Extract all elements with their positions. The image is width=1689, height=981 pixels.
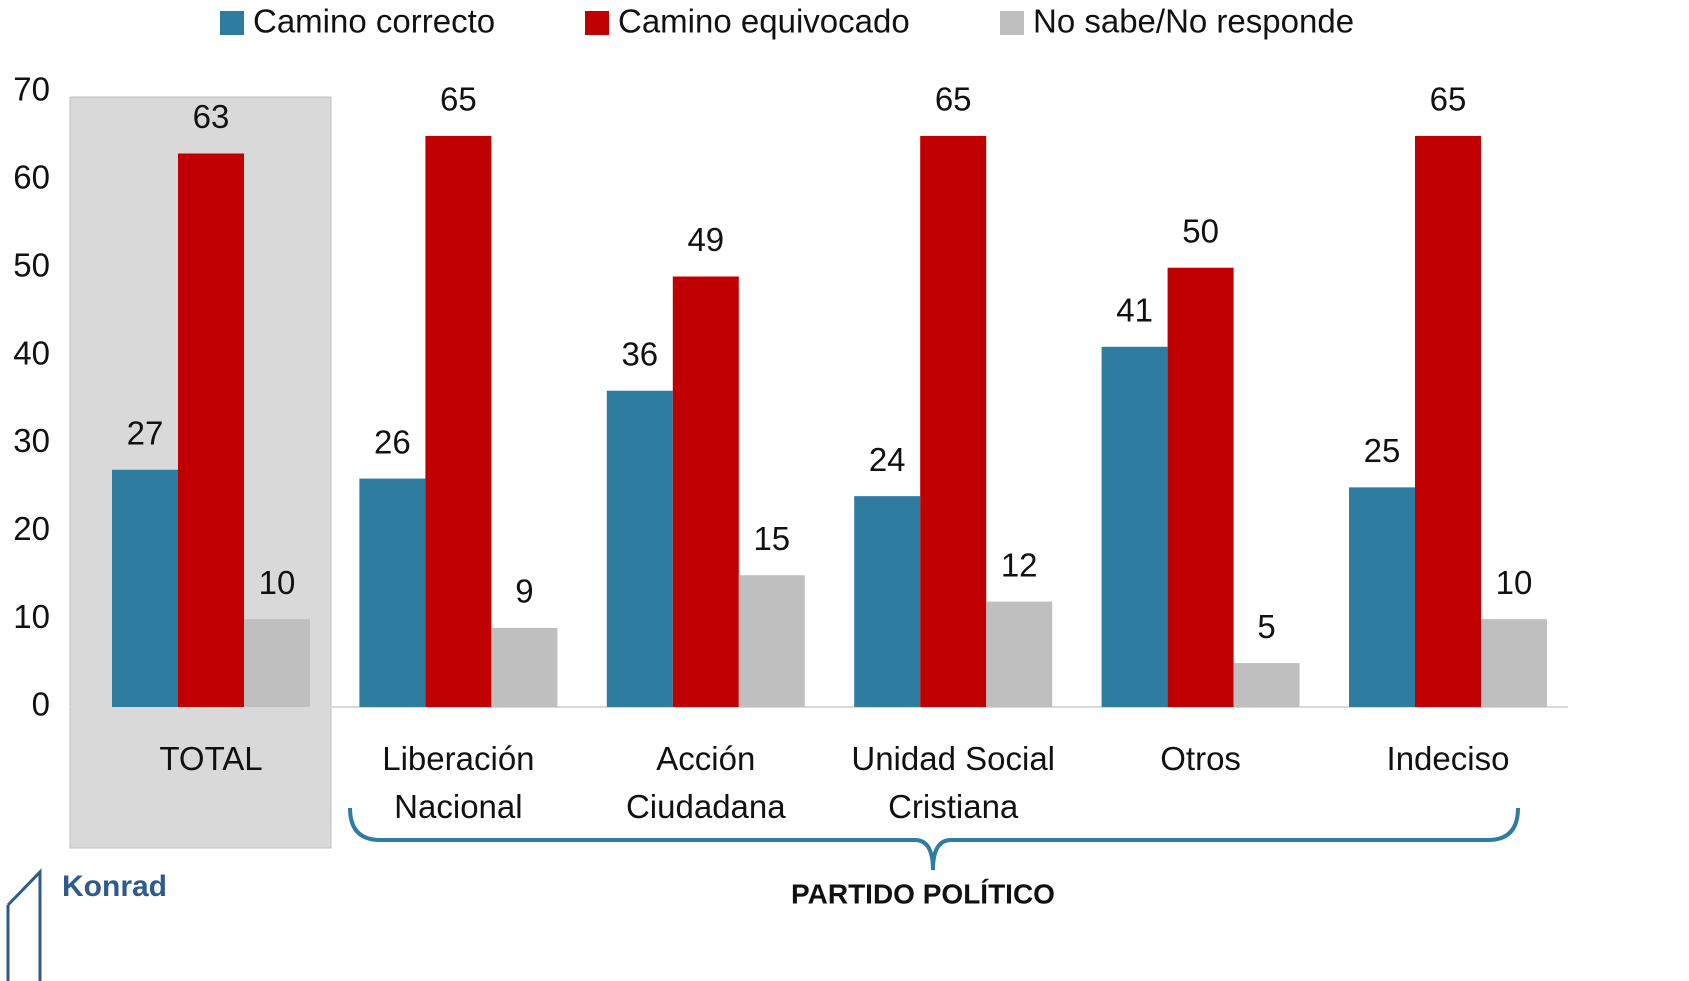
data-label: 10 [1496, 564, 1533, 601]
legend-swatch [220, 11, 244, 35]
bar [491, 627, 558, 707]
data-label: 12 [1001, 546, 1038, 583]
bar [359, 478, 426, 707]
y-tick-label: 50 [13, 246, 50, 283]
x-tick-label: Liberación Nacional [382, 740, 535, 825]
y-tick-label: 70 [13, 71, 50, 108]
data-label: 63 [193, 98, 230, 135]
y-tick-label: 20 [13, 510, 50, 547]
bar [1349, 487, 1415, 707]
x-tick-label: Indeciso [1386, 740, 1510, 777]
data-label: 10 [259, 564, 296, 601]
bar [244, 619, 310, 707]
bar [738, 575, 805, 707]
data-label: 15 [753, 520, 790, 557]
bar [1101, 346, 1168, 707]
bar [112, 469, 178, 707]
bar [854, 496, 921, 707]
legend-label: Camino equivocado [618, 3, 910, 40]
bar [1415, 135, 1481, 707]
logo-mark [6, 868, 42, 981]
y-tick-label: 10 [13, 598, 50, 635]
data-label: 41 [1116, 292, 1153, 329]
y-tick-label: 40 [13, 334, 50, 371]
data-label: 65 [935, 81, 972, 118]
data-label: 65 [1430, 81, 1467, 118]
x-tick-label: Unidad Social Cristiana [851, 740, 1055, 825]
party-bracket [348, 807, 1520, 871]
x-tick-label: TOTAL [159, 740, 263, 777]
data-label: 49 [687, 221, 724, 258]
x-tick-label: Acción Ciudadana [625, 740, 786, 825]
bar [1233, 663, 1300, 707]
y-tick-label: 60 [13, 159, 50, 196]
y-tick-label: 0 [32, 686, 50, 723]
x-tick-label: Otros [1160, 740, 1241, 777]
bar [1167, 267, 1234, 707]
data-label: 50 [1182, 212, 1219, 249]
data-label: 24 [869, 441, 906, 478]
bar [178, 153, 244, 707]
data-label: 5 [1257, 608, 1275, 645]
legend-label: Camino correcto [253, 3, 495, 40]
y-tick-label: 30 [13, 422, 50, 459]
bar [425, 135, 492, 707]
data-label: 25 [1364, 432, 1401, 469]
legend-label: No sabe/No responde [1033, 3, 1354, 40]
data-label: 65 [440, 81, 477, 118]
legend-swatch [585, 11, 609, 35]
bar [920, 135, 987, 707]
data-label: 26 [374, 423, 411, 460]
bar [606, 390, 673, 707]
logo-text: Konrad [62, 870, 167, 903]
data-label: 27 [127, 415, 164, 452]
data-label: 9 [515, 573, 533, 610]
data-label: 36 [621, 335, 658, 372]
legend-swatch [1000, 11, 1024, 35]
annotation: PARTIDO POLÍTICO [791, 878, 1055, 909]
bar [1481, 619, 1547, 707]
bar [986, 601, 1053, 707]
bar [672, 276, 739, 707]
